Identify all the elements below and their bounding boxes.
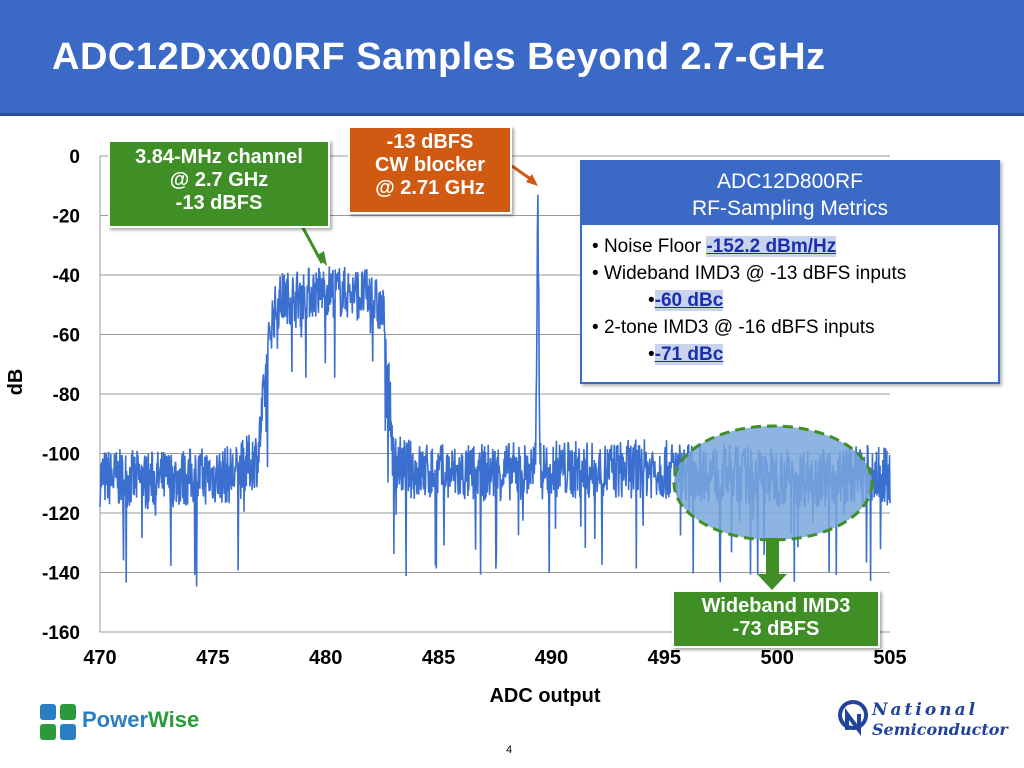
page-number: 4 [506, 744, 513, 756]
x-tick-label-6: 500 [760, 647, 793, 669]
metric-two-tone-imd3-value-row: •-71 dBc [592, 341, 990, 368]
x-axis-label: ADC output [489, 685, 600, 707]
channel-callout-line3: -13 dBFS [175, 192, 263, 214]
powerwise-wordmark: PowerWise [82, 707, 199, 733]
imd-callout-line2: -73 dBFS [732, 618, 820, 640]
wideband-imd3-value: -60 dBc [654, 290, 724, 311]
y-tick-label-3: -60 [53, 326, 80, 347]
y-tick-label-0: 0 [69, 147, 80, 168]
metrics-heading-2: RF-Sampling Metrics [691, 197, 889, 220]
y-tick-label-1: -20 [53, 207, 80, 228]
x-tick-labels: 470 475 480 485 490 495 500 505 [83, 647, 906, 669]
metrics-panel: ADC12D800RF RF-Sampling Metrics • Noise … [580, 160, 1000, 384]
blocker-callout: -13 dBFS CW blocker @ 2.71 GHz [348, 126, 512, 214]
powerwise-logo: PowerWise [38, 700, 208, 744]
y-tick-label-2: -40 [53, 266, 80, 287]
imd-callout-line1: Wideband IMD3 [701, 595, 851, 617]
powerwise-word-wise: Wise [148, 707, 200, 732]
title-bar: ADC12Dxx00RF Samples Beyond 2.7-GHz [0, 0, 1024, 116]
channel-callout-line1: 3.84-MHz channel [135, 146, 303, 168]
spectrum-chart: 0-20-40-60-80-100-120-140-160 470 475 480 4… [5, 147, 907, 707]
noise-floor-value: -152.2 dBm/Hz [706, 236, 837, 257]
powerwise-mark-icon [40, 704, 76, 740]
imd-highlight-ellipse [672, 424, 874, 542]
metric-wideband-imd3-value-row: •-60 dBc [592, 287, 990, 314]
blocker-arrowhead [526, 174, 538, 186]
x-tick-label-0: 470 [83, 647, 116, 669]
y-tick-label-8: -160 [42, 623, 80, 644]
y-tick-label-7: -140 [42, 564, 80, 585]
ns-word-semiconductor: Semiconductor [872, 720, 1008, 739]
blocker-callout-line2: CW blocker [374, 154, 486, 176]
metric-noise-floor: • Noise Floor -152.2 dBm/Hz [592, 233, 990, 260]
sub-bullet-icon: • [648, 290, 655, 311]
noise-floor-label: Noise Floor [603, 236, 707, 257]
metrics-header: ADC12D800RF RF-Sampling Metrics [582, 162, 998, 225]
y-axis-label: dB [5, 369, 27, 396]
x-tick-label-2: 480 [309, 647, 342, 669]
metric-wideband-imd3: • Wideband IMD3 @ -13 dBFS inputs [592, 260, 990, 287]
blocker-callout-line3: @ 2.71 GHz [375, 177, 485, 199]
sub-bullet-icon: • [648, 344, 655, 365]
ns-word-national: National [872, 700, 979, 720]
bullet-icon: • [592, 263, 599, 284]
imd-arrow [757, 538, 787, 590]
y-tick-label-6: -120 [42, 504, 80, 525]
y-tick-labels: 0 -20 -40 -60 -80 -100 -120 -140 -160 [42, 147, 80, 644]
x-tick-label-4: 490 [535, 647, 568, 669]
blocker-callout-line1: -13 dBFS [386, 131, 474, 153]
slide-title: ADC12Dxx00RF Samples Beyond 2.7-GHz [52, 36, 826, 78]
x-tick-label-3: 485 [422, 647, 455, 669]
national-semiconductor-wordmark: National Semiconductor [872, 700, 1008, 740]
y-tick-label-4: -80 [53, 385, 80, 406]
bullet-icon: • [592, 236, 599, 257]
channel-callout: 3.84-MHz channel @ 2.7 GHz -13 dBFS [108, 140, 330, 228]
powerwise-word-power: Power [82, 707, 149, 732]
national-semiconductor-logo: National Semiconductor [838, 698, 1008, 746]
channel-arrowhead [316, 251, 327, 266]
metric-two-tone-imd3: • 2-tone IMD3 @ -16 dBFS inputs [592, 314, 990, 341]
two-tone-imd3-label: 2-tone IMD3 @ -16 dBFS inputs [603, 317, 875, 338]
metrics-heading-1: ADC12D800RF [717, 170, 863, 193]
x-tick-label-5: 495 [648, 647, 681, 669]
x-tick-label-7: 505 [873, 647, 906, 669]
x-tick-label-1: 475 [196, 647, 229, 669]
national-semiconductor-mark-icon [838, 700, 868, 736]
metrics-list: • Noise Floor -152.2 dBm/Hz • Wideband I… [582, 225, 998, 368]
blocker-arrow [511, 164, 533, 182]
y-tick-label-5: -100 [42, 445, 80, 466]
wideband-imd3-label: Wideband IMD3 @ -13 dBFS inputs [603, 263, 907, 284]
two-tone-imd3-value: -71 dBc [654, 344, 724, 365]
channel-callout-line2: @ 2.7 GHz [169, 169, 269, 191]
imd-callout: Wideband IMD3 -73 dBFS [672, 590, 880, 648]
bullet-icon: • [592, 317, 599, 338]
